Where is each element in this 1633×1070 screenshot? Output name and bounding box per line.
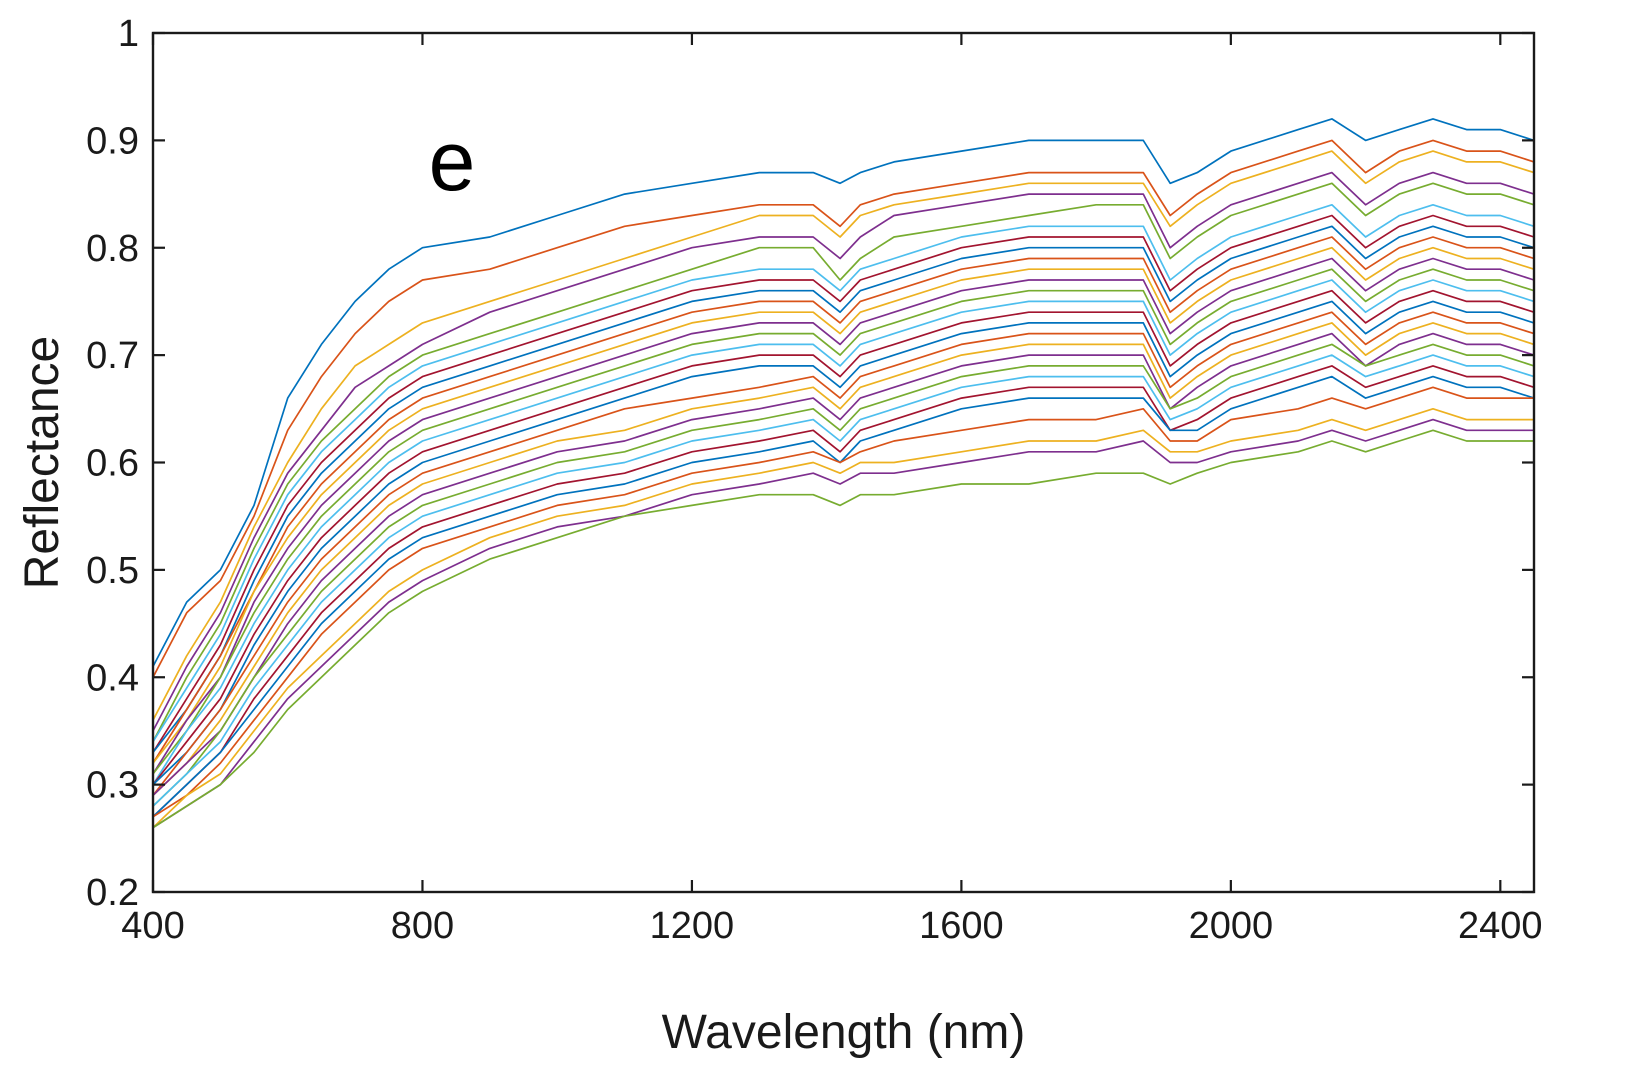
- spectrum-line-9: [152, 236, 1535, 764]
- y-axis-label: Reflectance: [16, 336, 69, 589]
- y-tick-label: 0.9: [86, 120, 139, 162]
- series-layer: [152, 118, 1535, 829]
- x-axis: 400 800 1200 1600 2000 2400: [121, 33, 1543, 947]
- y-tick-label: 0.4: [86, 657, 139, 699]
- spectrum-line-26: [152, 429, 1535, 829]
- spectrum-line-14: [152, 289, 1535, 786]
- spectrum-line-23: [152, 386, 1535, 818]
- spectrum-line-13: [152, 279, 1535, 786]
- x-tick-label: 2000: [1189, 905, 1274, 947]
- spectrum-line-18: [152, 332, 1535, 797]
- x-tick-label: 1600: [919, 905, 1004, 947]
- spectrum-line-8: [152, 225, 1535, 754]
- spectrum-line-10: [152, 246, 1535, 764]
- spectrum-line-4: [152, 171, 1535, 732]
- spectrum-line-24: [152, 407, 1535, 829]
- x-tick-label: 400: [121, 905, 184, 947]
- spectrum-line-3: [152, 150, 1535, 722]
- spectrum-line-11: [152, 257, 1535, 775]
- x-tick-label: 2400: [1458, 905, 1543, 947]
- y-tick-label: 0.3: [86, 765, 139, 807]
- y-tick-label: 0.7: [86, 335, 139, 377]
- y-tick-label: 0.2: [86, 872, 139, 914]
- x-axis-label: Wavelength (nm): [662, 1006, 1026, 1059]
- x-tick-label: 800: [391, 905, 454, 947]
- spectrum-line-6: [152, 203, 1535, 743]
- y-tick-label: 0.8: [86, 228, 139, 270]
- spectrum-line-20: [152, 354, 1535, 807]
- spectrum-line-12: [152, 268, 1535, 775]
- y-tick-label: 0.5: [86, 550, 139, 592]
- spectrum-line-1: [152, 118, 1535, 668]
- panel-label: e: [429, 114, 476, 208]
- spectrum-line-15: [152, 300, 1535, 786]
- y-axis: 0.2 0.3 0.4 0.5 0.6 0.7 0.8 0.9 1: [86, 13, 1534, 914]
- spectrum-line-22: [152, 375, 1535, 818]
- y-tick-label: 1: [118, 13, 139, 55]
- spectrum-line-16: [152, 311, 1535, 797]
- spectrum-line-17: [152, 322, 1535, 797]
- spectrum-line-25: [152, 418, 1535, 829]
- y-tick-label: 0.6: [86, 443, 139, 485]
- spectrum-line-21: [152, 365, 1535, 818]
- spectrum-line-19: [152, 343, 1535, 807]
- x-tick-label: 1200: [650, 905, 735, 947]
- spectrum-line-7: [152, 214, 1535, 754]
- spectrum-line-2: [152, 139, 1535, 679]
- spectrum-line-5: [152, 182, 1535, 743]
